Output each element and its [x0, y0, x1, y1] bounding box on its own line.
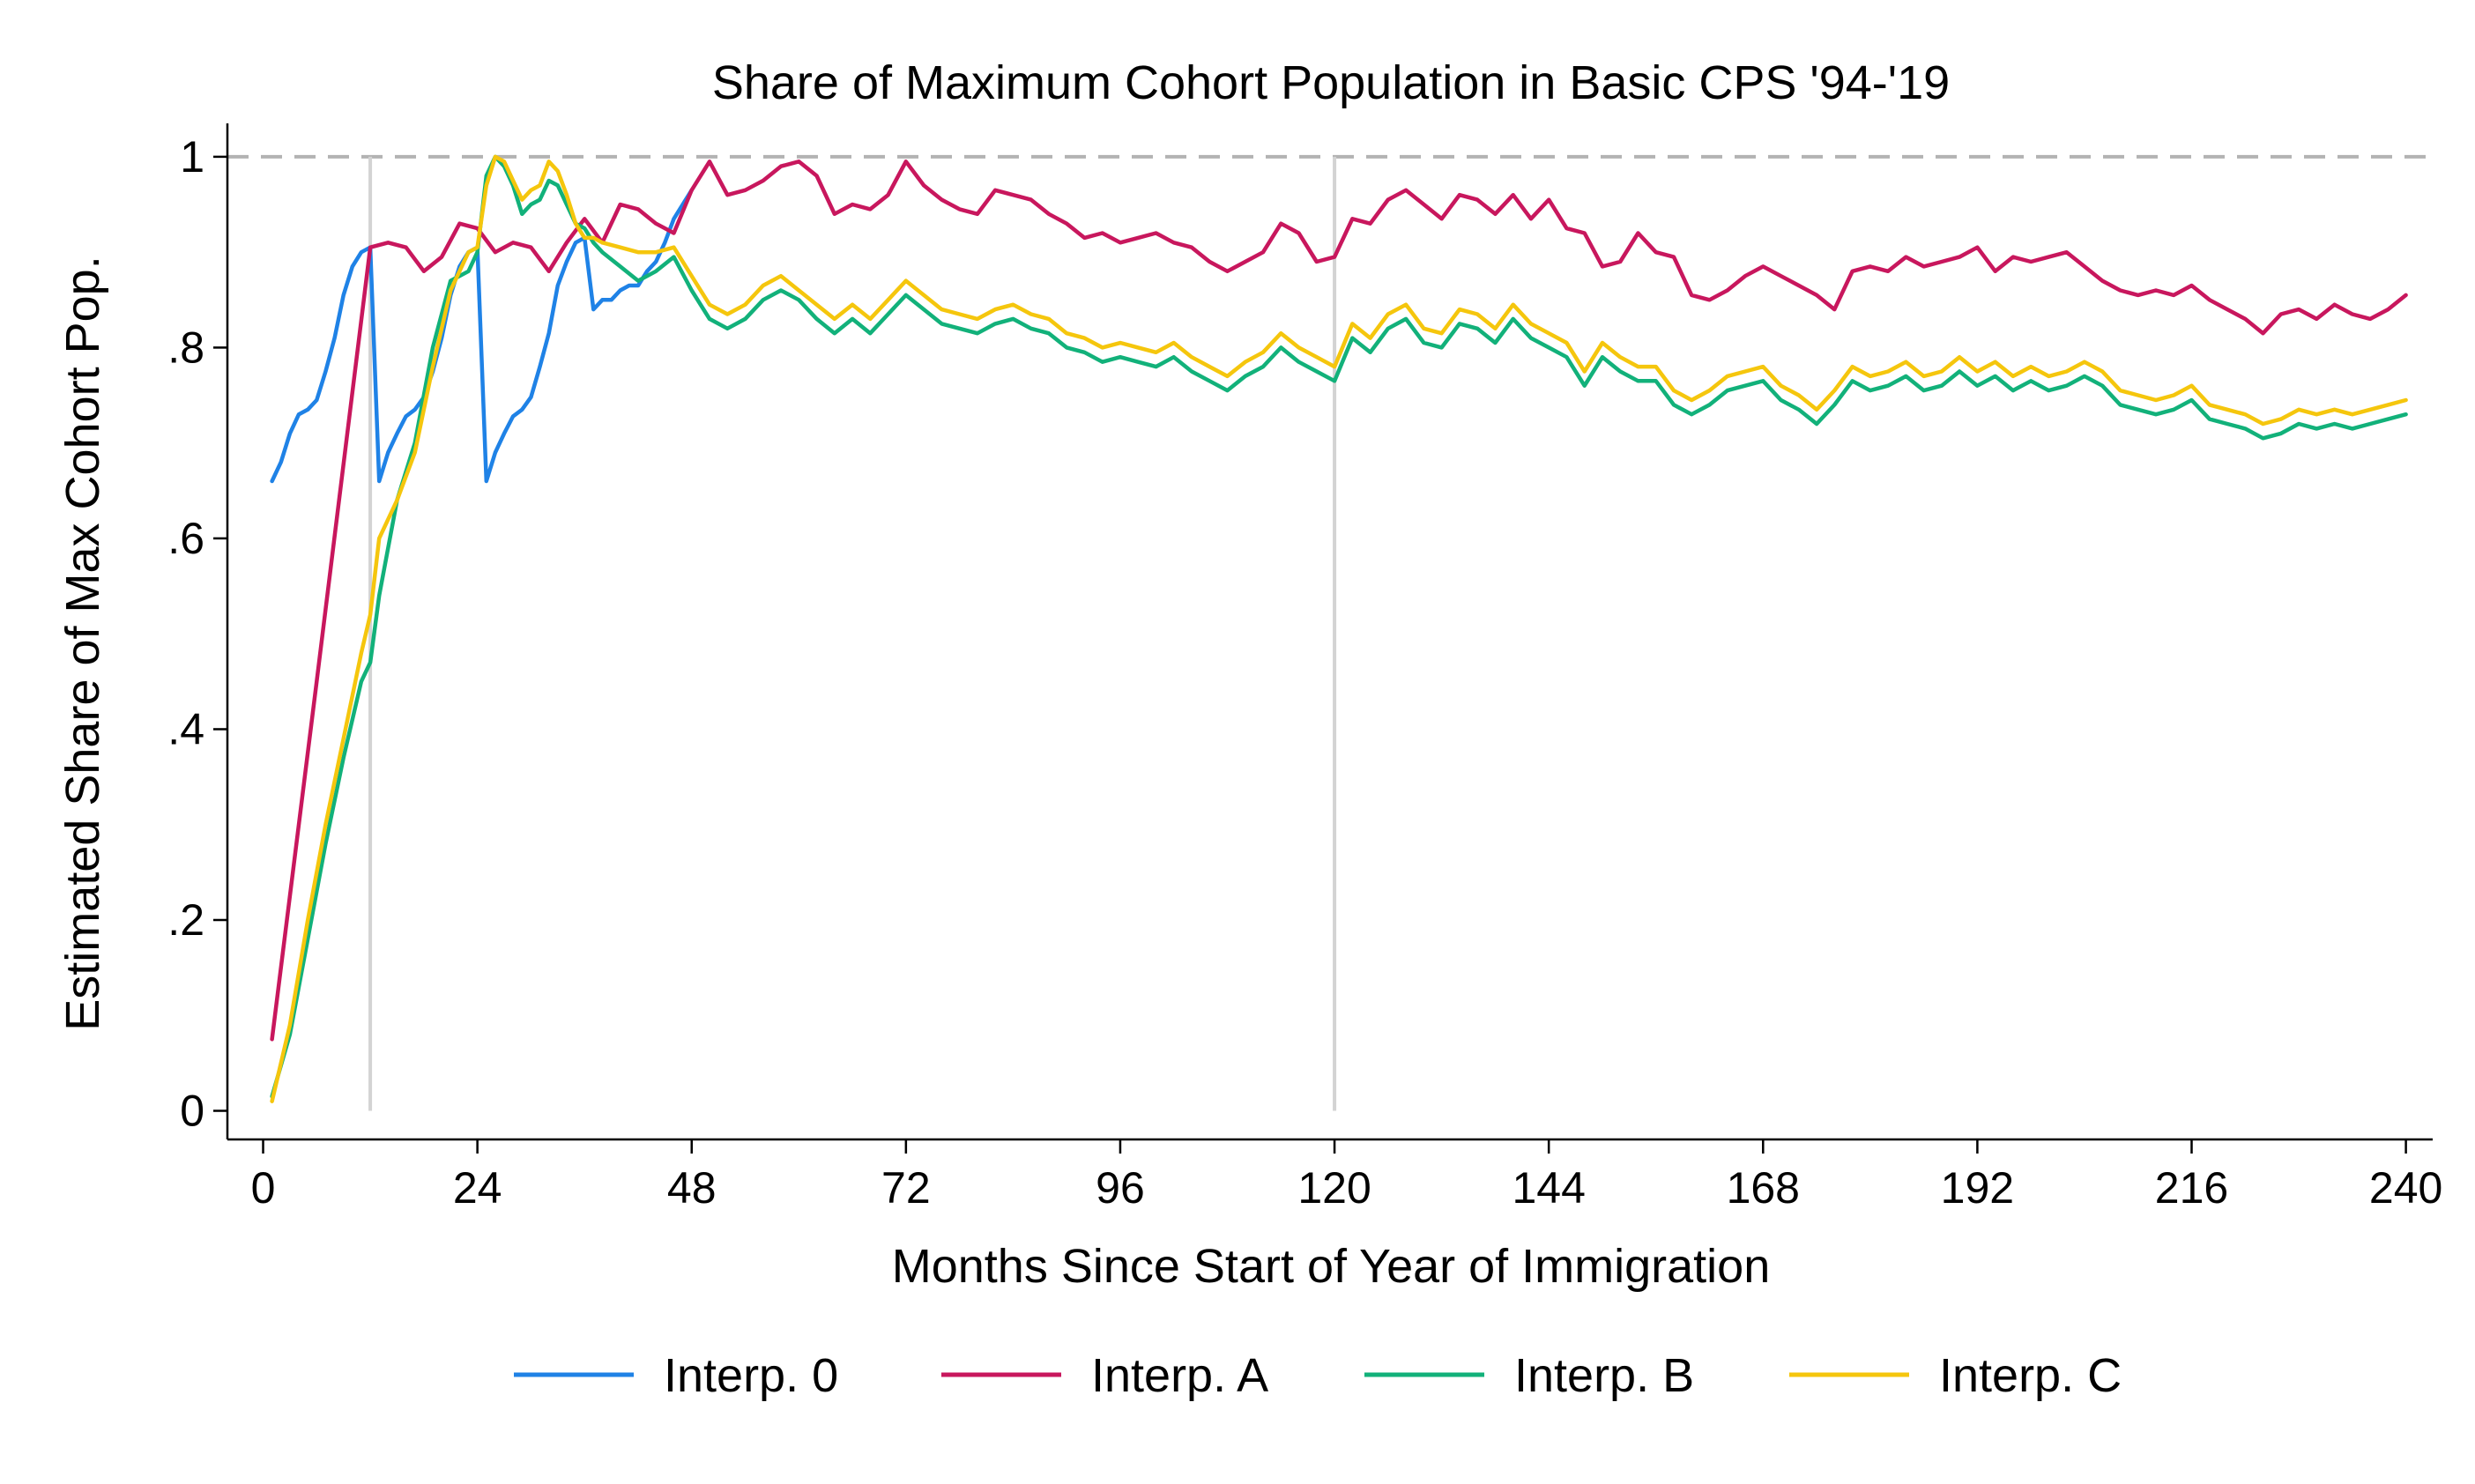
x-tick-label: 240 — [2369, 1163, 2442, 1213]
legend: Interp. 0 Interp. A Interp. B Interp. C — [514, 1349, 2122, 1402]
y-axis-label: Estimated Share of Max Cohort Pop. — [56, 256, 109, 1030]
x-tick-label: 24 — [453, 1163, 502, 1213]
x-axis-label: Months Since Start of Year of Immigratio… — [892, 1240, 1771, 1293]
y-axis-ticks: 0 .2 .4 .6 .8 1 — [167, 132, 227, 1136]
series-line-interp-b — [270, 154, 2408, 1099]
x-tick-label: 144 — [1512, 1163, 1585, 1213]
y-tick-label: .2 — [167, 895, 204, 945]
y-tick-label: .6 — [167, 514, 204, 563]
plot-series — [270, 154, 2408, 1103]
x-tick-label: 120 — [1297, 1163, 1371, 1213]
x-tick-label: 0 — [251, 1163, 276, 1213]
y-tick-label: .4 — [167, 704, 204, 753]
legend-label-interp-c: Interp. C — [1939, 1349, 2122, 1402]
series-line-interp-0 — [270, 188, 694, 484]
series-line-interp-c — [270, 154, 2408, 1103]
y-tick-label: 0 — [180, 1087, 204, 1136]
legend-label-interp-b: Interp. B — [1514, 1349, 1694, 1402]
legend-label-interp-a: Interp. A — [1091, 1349, 1268, 1402]
x-tick-label: 48 — [667, 1163, 717, 1213]
x-tick-label: 216 — [2155, 1163, 2228, 1213]
reference-lines — [227, 154, 2433, 1111]
x-tick-label: 72 — [881, 1163, 931, 1213]
legend-label-interp-0: Interp. 0 — [664, 1349, 838, 1402]
x-tick-label: 192 — [1941, 1163, 2014, 1213]
series-line-interp-a — [270, 160, 2408, 1042]
y-tick-label: .8 — [167, 323, 204, 372]
x-tick-label: 96 — [1096, 1163, 1145, 1213]
axes — [226, 123, 2433, 1141]
x-tick-label: 168 — [1727, 1163, 1800, 1213]
y-tick-label: 1 — [180, 132, 204, 182]
chart-title: Share of Maximum Cohort Population in Ba… — [712, 56, 1950, 109]
x-axis-ticks: 0 24 48 72 96 120 144 168 192 216 240 — [251, 1139, 2442, 1213]
